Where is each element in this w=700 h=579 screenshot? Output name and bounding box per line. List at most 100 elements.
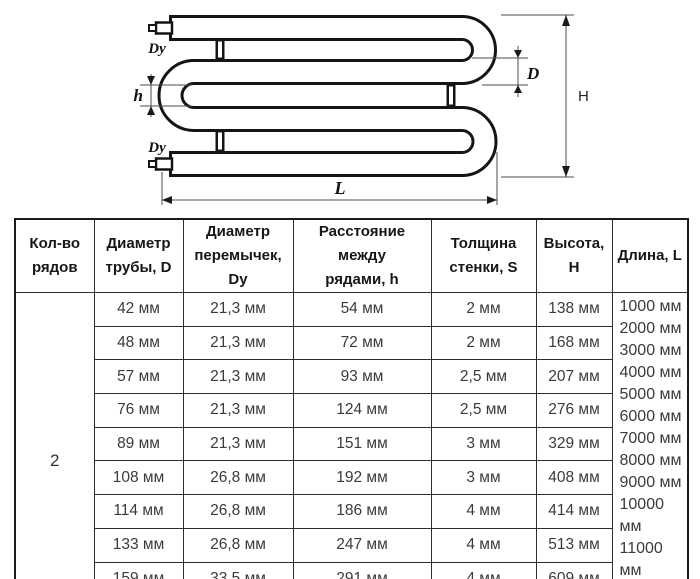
- table-cell: 42 мм: [93, 292, 184, 327]
- length-item: 10000 мм: [619, 496, 665, 535]
- table-row: 108 мм 26,8 мм 192 мм 3 мм 408 мм: [15, 460, 688, 496]
- table-cell: 207 мм: [535, 359, 613, 395]
- length-item: 11000 мм: [619, 540, 663, 579]
- column-header: Диаметр трубы, D: [93, 218, 184, 293]
- length-item: 5000 мм: [619, 386, 682, 403]
- table-cell: 54 мм: [292, 292, 432, 327]
- serpentine-tube-core: [160, 18, 495, 174]
- length-item: 2000 мм: [619, 320, 682, 337]
- table-row: 57 мм 21,3 мм 93 мм 2,5 мм 207 мм: [15, 359, 688, 395]
- table-cell: 48 мм: [93, 325, 184, 361]
- table-cell: 124 мм: [292, 393, 432, 428]
- jumper-middle-right: [446, 84, 456, 107]
- table-cell: 168 мм: [535, 325, 613, 361]
- table-cell: 276 мм: [535, 393, 613, 428]
- table-cell: 138 мм: [535, 292, 613, 327]
- length-item: 7000 мм: [619, 430, 682, 447]
- length-item: 3000 мм: [619, 342, 682, 359]
- length-item: 6000 мм: [619, 408, 682, 425]
- table-cell: 26,8 мм: [182, 460, 294, 496]
- column-header-line: трубы, D: [105, 259, 172, 276]
- length-list-cell: 1000 мм 2000 мм 3000 мм 4000 мм 5000 мм 6000 …: [611, 292, 689, 579]
- table-cell: 114 мм: [93, 494, 184, 529]
- column-header-line: стенки, S: [449, 259, 518, 276]
- table-row: 89 мм 21,3 мм 151 мм 3 мм 329 мм: [15, 426, 688, 462]
- table-cell: 89 мм: [93, 426, 184, 462]
- column-header: Толщина стенки, S: [430, 218, 537, 293]
- table-cell: 21,3 мм: [182, 292, 294, 327]
- table-cell: 408 мм: [535, 460, 613, 496]
- table-cell: 26,8 мм: [182, 494, 294, 529]
- inlet-branch-tip: [148, 24, 157, 32]
- table-row: 2 42 мм 21,3 мм 54 мм 2 мм 138 мм 1000 мм 2000 …: [14, 292, 689, 579]
- length-item: 4000 мм: [619, 364, 682, 381]
- table-cell: 186 мм: [292, 494, 432, 529]
- length-item: 8000 мм: [619, 452, 682, 469]
- dy-top-label: Dy: [147, 41, 166, 57]
- table-cell: 26,8 мм: [182, 527, 294, 563]
- header-row: Кол-во рядов Диаметр трубы, D Диаметр перемыч…: [14, 218, 689, 293]
- column-header: Диаметр перемычек, Dy: [182, 218, 294, 293]
- table-cell: 192 мм: [292, 460, 432, 496]
- table-body: 2 42 мм 21,3 мм 54 мм 2 мм 138 мм 1000 мм 2000 …: [14, 292, 689, 579]
- column-header-line: рядов: [31, 259, 78, 276]
- table-cell: 4 мм: [430, 561, 537, 579]
- table-row: 133 мм 26,8 мм 247 мм 4 мм 513 мм: [15, 527, 688, 563]
- table-row: 159 мм 33,5 мм 291 мм 4 мм 609 мм: [15, 561, 688, 579]
- table-cell: 414 мм: [535, 494, 613, 529]
- table-cell: 2,5 мм: [430, 359, 537, 395]
- table-cell: 3 мм: [430, 426, 537, 462]
- dy-bottom-label: Dy: [147, 140, 166, 156]
- column-header-line: перемычек, Dy: [194, 247, 282, 288]
- table-cell: 72 мм: [292, 325, 432, 361]
- column-header-line: Длина, L: [617, 247, 682, 264]
- column-header-line: Диаметр: [106, 235, 171, 252]
- inlet-branch-pipe: [154, 21, 174, 35]
- dimensions-table: Кол-во рядов Диаметр трубы, D Диаметр перемыч…: [14, 218, 689, 579]
- column-header: Высота, H: [535, 218, 613, 293]
- height-label: H: [578, 88, 589, 105]
- outlet-branch-tip: [148, 160, 157, 168]
- column-header-line: Диаметр: [206, 223, 270, 240]
- table-cell: 57 мм: [93, 359, 184, 395]
- table-row: 114 мм 26,8 мм 186 мм 4 мм 414 мм: [15, 494, 688, 529]
- table-cell: 4 мм: [430, 527, 537, 563]
- column-header-line: рядами, h: [325, 271, 399, 288]
- row-count-cell: 2: [14, 292, 95, 579]
- column-header-line: Высота, H: [543, 235, 605, 276]
- register-diagram: h D H L Dy: [134, 14, 589, 205]
- jumper-top-left: [215, 39, 225, 60]
- table-cell: 4 мм: [430, 494, 537, 529]
- column-header: Расстояние между рядами, h: [292, 218, 432, 293]
- table-cell: 513 мм: [535, 527, 613, 563]
- dimension-h: h: [134, 74, 192, 117]
- column-header-line: Кол-во: [29, 235, 81, 252]
- length-item: 9000 мм: [619, 474, 682, 491]
- table-cell: 291 мм: [292, 561, 432, 579]
- h-label: h: [134, 86, 143, 105]
- table-cell: 3 мм: [430, 460, 537, 496]
- dimension-height: H: [501, 14, 589, 178]
- table-cell: 21,3 мм: [182, 359, 294, 395]
- d-label: D: [526, 64, 539, 83]
- dimension-d: D: [472, 46, 539, 97]
- jumper-bottom-left: [215, 130, 225, 152]
- table-row: 76 мм 21,3 мм 124 мм 2,5 мм 276 мм: [15, 393, 688, 428]
- column-header-line: Расстояние между: [318, 223, 406, 264]
- length-label: L: [334, 178, 346, 198]
- dimension-length: L: [161, 152, 498, 205]
- table-row: 48 мм 21,3 мм 72 мм 2 мм 168 мм: [15, 325, 688, 361]
- table-cell: 21,3 мм: [182, 325, 294, 361]
- column-header: Кол-во рядов: [14, 218, 95, 293]
- outlet-branch-pipe: [154, 157, 174, 171]
- length-item: 1000 мм: [619, 298, 682, 315]
- table-cell: 247 мм: [292, 527, 432, 563]
- table-cell: 159 мм: [93, 561, 184, 579]
- table-cell: 151 мм: [292, 426, 432, 462]
- table-cell: 21,3 мм: [182, 393, 294, 428]
- table-cell: 76 мм: [93, 393, 184, 428]
- table-cell: 93 мм: [292, 359, 432, 395]
- table-cell: 108 мм: [93, 460, 184, 496]
- table-cell: 21,3 мм: [182, 426, 294, 462]
